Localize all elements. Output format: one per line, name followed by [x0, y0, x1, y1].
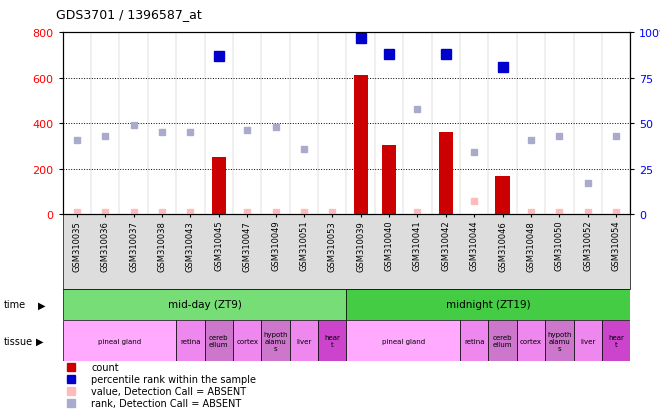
Text: liver: liver: [296, 338, 312, 344]
Text: pineal gland: pineal gland: [381, 338, 425, 344]
Bar: [517, 320, 545, 361]
Bar: [261, 320, 290, 361]
Text: time: time: [3, 299, 26, 310]
Bar: [290, 320, 318, 361]
Bar: [346, 289, 630, 320]
Text: count: count: [91, 362, 119, 372]
Bar: [545, 320, 574, 361]
Bar: [460, 320, 488, 361]
Text: tissue: tissue: [3, 336, 32, 346]
Text: cortex: cortex: [520, 338, 542, 344]
Text: GDS3701 / 1396587_at: GDS3701 / 1396587_at: [56, 8, 202, 21]
Text: hear
t: hear t: [608, 334, 624, 347]
Text: value, Detection Call = ABSENT: value, Detection Call = ABSENT: [91, 386, 246, 396]
Bar: [602, 320, 630, 361]
Text: cortex: cortex: [236, 338, 258, 344]
Text: hypoth
alamu
s: hypoth alamu s: [263, 331, 288, 351]
Bar: [488, 320, 517, 361]
Text: hypoth
alamu
s: hypoth alamu s: [547, 331, 572, 351]
Text: cereb
ellum: cereb ellum: [209, 334, 228, 347]
Bar: [439, 133, 453, 215]
Bar: [205, 320, 233, 361]
Text: hear
t: hear t: [324, 334, 341, 347]
Text: liver: liver: [580, 338, 595, 344]
Text: percentile rank within the sample: percentile rank within the sample: [91, 374, 256, 384]
Text: rank, Detection Call = ABSENT: rank, Detection Call = ABSENT: [91, 398, 242, 408]
Bar: [212, 158, 226, 215]
Text: midnight (ZT19): midnight (ZT19): [446, 299, 531, 310]
Bar: [233, 320, 261, 361]
Text: ▶: ▶: [36, 336, 44, 346]
Bar: [63, 215, 630, 289]
Bar: [346, 320, 460, 361]
Bar: [382, 145, 396, 215]
Bar: [63, 320, 176, 361]
Bar: [574, 320, 602, 361]
Bar: [496, 176, 510, 215]
Text: retina: retina: [180, 338, 201, 344]
Bar: [63, 289, 346, 320]
Bar: [354, 76, 368, 215]
Text: mid-day (ZT9): mid-day (ZT9): [168, 299, 242, 310]
Bar: [176, 320, 205, 361]
Bar: [318, 320, 346, 361]
Text: ▶: ▶: [38, 299, 46, 310]
Text: retina: retina: [464, 338, 484, 344]
Text: pineal gland: pineal gland: [98, 338, 141, 344]
Text: cereb
ellum: cereb ellum: [493, 334, 512, 347]
